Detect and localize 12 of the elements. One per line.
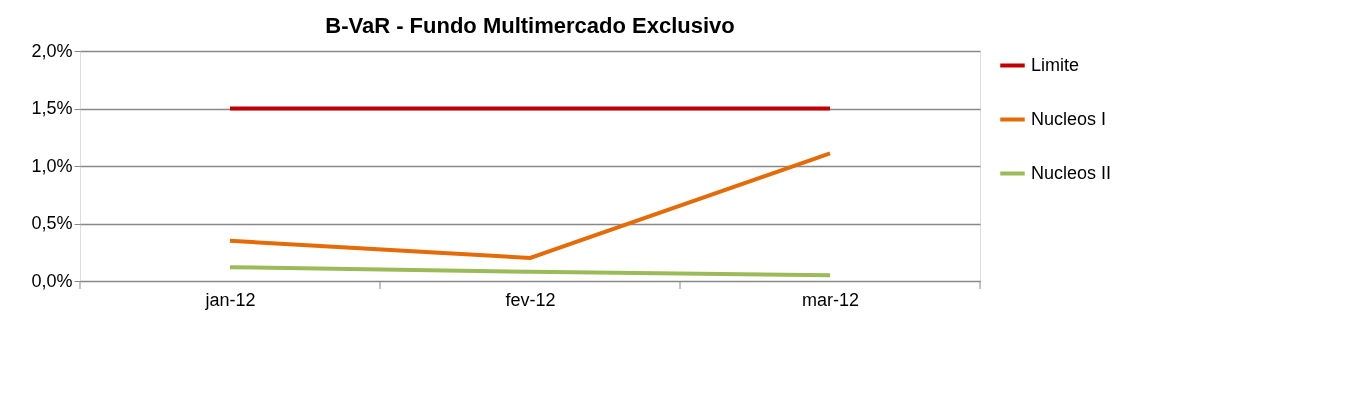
y-tick-label: 0,0% [31,270,73,291]
y-tick-label: 1,5% [31,98,73,118]
x-tick-label: mar-12 [801,289,860,310]
chart-title: B-VaR - Fundo Multimercado Exclusivo [325,13,735,38]
y-tick-label: 1,0% [31,155,73,176]
legend-label: Limite [1031,54,1080,75]
y-tick-label: 2,0% [31,40,73,61]
y-tick-label: 0,5% [31,213,73,233]
x-tick-label: jan-12 [204,289,256,310]
legend-label: Nucleos I [1031,108,1107,129]
legend-label: Nucleos II [1031,162,1112,183]
x-tick-label: fev-12 [505,289,556,310]
